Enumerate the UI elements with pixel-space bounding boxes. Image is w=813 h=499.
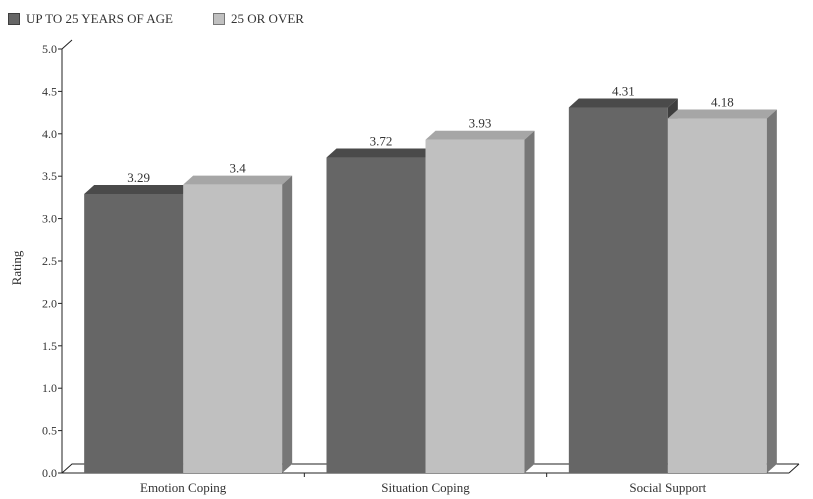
bar-top xyxy=(425,130,535,140)
bar-front xyxy=(568,107,668,474)
y-tick-label: 5.0 xyxy=(42,42,57,56)
legend-item-series-2: 25 OR OVER xyxy=(213,11,304,27)
y-tick-label: 1.0 xyxy=(42,381,57,395)
y-tick-label: 2.5 xyxy=(42,254,57,268)
data-label: 3.72 xyxy=(370,134,393,149)
data-label: 4.31 xyxy=(612,84,635,99)
bar-top xyxy=(667,109,777,119)
y-tick-label: 3.0 xyxy=(42,212,57,226)
x-tick-label: Social Support xyxy=(629,480,706,495)
y-tick-label: 1.5 xyxy=(42,339,57,353)
bar-2-situation-coping xyxy=(425,130,535,473)
bar-front xyxy=(84,194,184,473)
x-tick-label: Emotion Coping xyxy=(140,480,227,495)
data-label: 3.4 xyxy=(230,161,247,176)
bar-side xyxy=(282,175,293,473)
bar-side xyxy=(524,130,535,473)
legend-swatch-series-2 xyxy=(213,13,225,25)
data-label: 4.18 xyxy=(711,95,734,110)
data-label: 3.29 xyxy=(127,170,150,185)
y-tick-label: 3.5 xyxy=(42,169,57,183)
bar-top xyxy=(84,185,194,195)
x-tick-label: Situation Coping xyxy=(381,480,470,495)
chart-legend: UP TO 25 YEARS OF AGE 25 OR OVER xyxy=(8,11,344,27)
y-tick-label: 4.0 xyxy=(42,127,57,141)
bar-1-social-support xyxy=(568,98,678,474)
bar-top xyxy=(183,175,293,185)
bar-front xyxy=(183,184,283,473)
legend-item-series-1: UP TO 25 YEARS OF AGE xyxy=(8,11,173,27)
bar-front xyxy=(667,118,767,473)
bar-front xyxy=(425,139,525,473)
floor-back-line xyxy=(61,463,799,474)
bar-1-situation-coping xyxy=(326,148,436,473)
legend-label-series-1: UP TO 25 YEARS OF AGE xyxy=(26,11,173,26)
bar-2-emotion-coping xyxy=(183,175,293,473)
bar-top xyxy=(326,148,436,158)
y-tick-label: 4.5 xyxy=(42,84,57,98)
bar-2-social-support xyxy=(667,109,777,473)
legend-label-series-2: 25 OR OVER xyxy=(231,11,304,26)
y-tick-label: 2.0 xyxy=(42,296,57,310)
legend-swatch-series-1 xyxy=(8,13,20,25)
y-axis-line xyxy=(61,39,73,473)
y-axis-label: Rating xyxy=(9,250,24,285)
bar-1-emotion-coping xyxy=(84,185,194,473)
y-tick-label: 0.5 xyxy=(42,424,57,438)
bar-front xyxy=(326,157,426,473)
floor-right-edge xyxy=(788,463,800,474)
bar-side xyxy=(766,109,777,473)
y-tick-label: 0.0 xyxy=(42,466,57,480)
bar-top xyxy=(568,98,678,108)
data-label: 3.93 xyxy=(469,116,492,131)
